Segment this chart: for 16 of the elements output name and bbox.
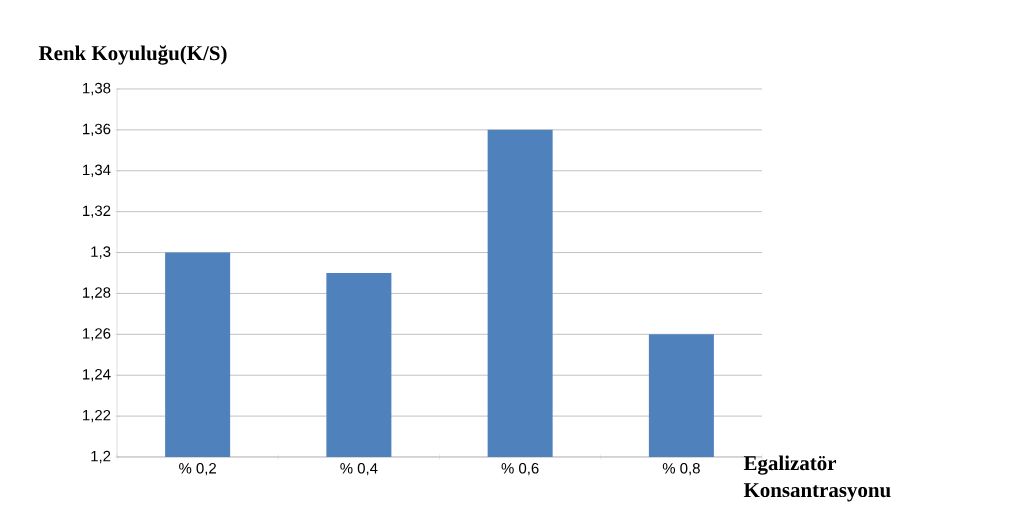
y-tick-label: 1,26 — [83, 328, 111, 341]
y-tick-label: 1,34 — [83, 164, 111, 177]
x-tick-label: % 0,4 — [340, 463, 378, 476]
x-tick-label: % 0,6 — [501, 463, 539, 476]
y-tick-label: 1,38 — [83, 82, 111, 96]
y-tick-label: 1,32 — [83, 205, 111, 218]
x-tick-label: % 0,8 — [662, 463, 700, 476]
y-tick-label: 1,28 — [83, 287, 111, 300]
y-tick-label: 1,3 — [91, 246, 111, 259]
x-tick-label: % 0,2 — [179, 463, 216, 476]
y-axis-title: Renk Koyuluğu(K/S) — [38, 45, 227, 65]
y-tick-label: 1,36 — [83, 123, 111, 137]
x-axis-title: Egalizatör Konsantrasyonu — [743, 455, 891, 502]
y-tick-label: 1,24 — [83, 369, 111, 382]
y-tick-label: 1,22 — [83, 409, 111, 423]
y-tick-label: 1,2 — [91, 450, 111, 464]
